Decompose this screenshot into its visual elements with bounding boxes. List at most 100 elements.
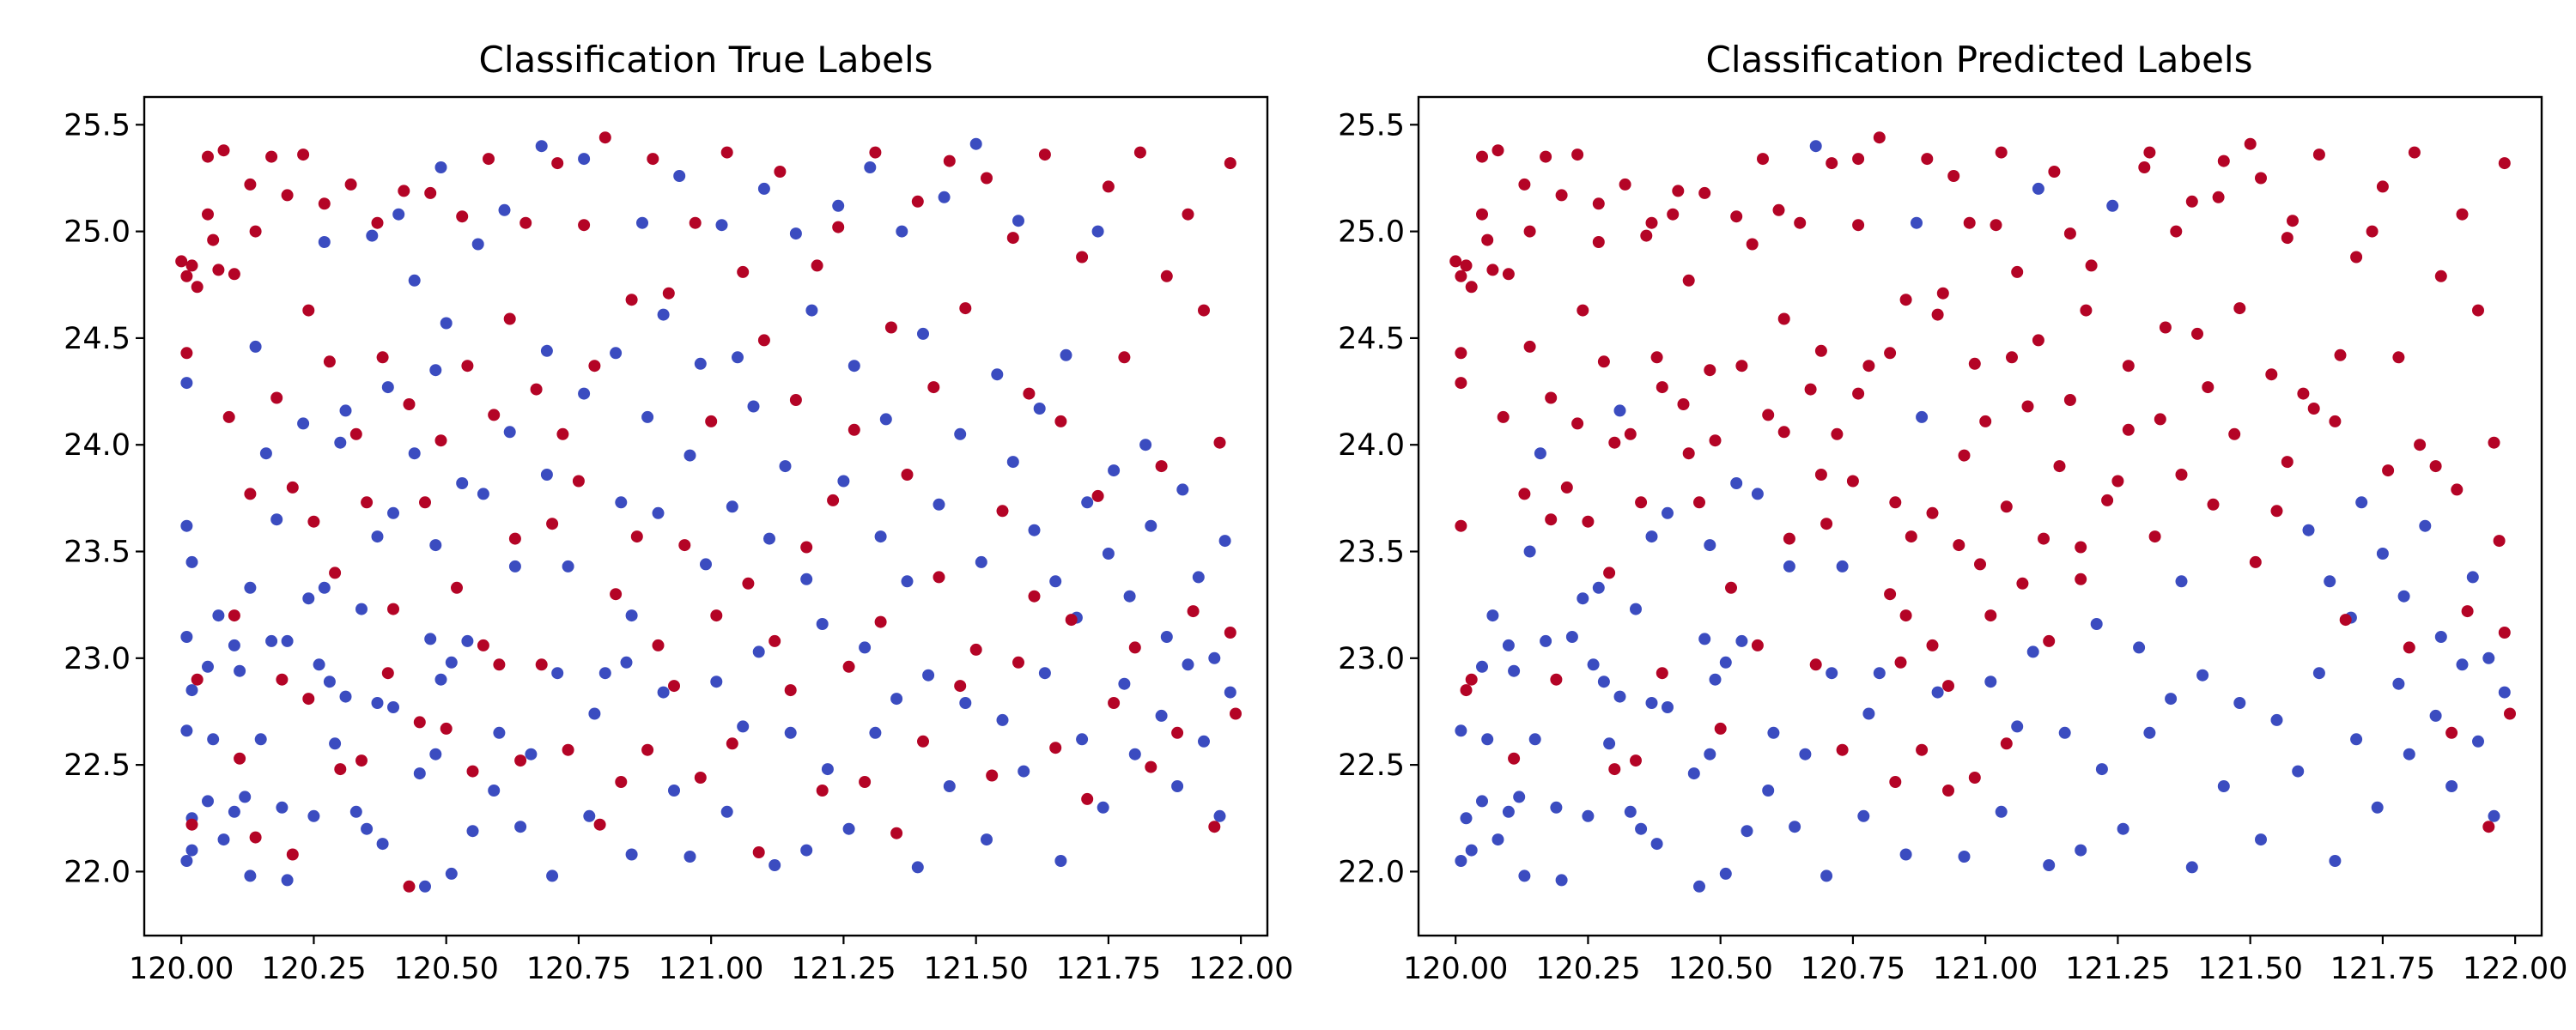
data-point-class-0 [779,460,792,473]
data-point-class-0 [2397,590,2410,603]
data-point-class-1 [451,581,463,594]
data-point-class-1 [2429,460,2442,473]
data-point-class-1 [1804,383,1817,396]
data-point-class-0 [244,581,257,594]
data-point-class-1 [1884,347,1897,360]
data-point-class-1 [249,831,262,844]
data-point-class-1 [2270,505,2283,518]
data-point-class-0 [371,530,384,543]
data-point-class-0 [938,191,951,203]
data-point-class-0 [1873,667,1886,680]
data-point-class-1 [1794,216,1807,229]
data-point-class-1 [1038,148,1051,161]
data-point-class-0 [276,801,289,814]
data-point-class-1 [381,667,394,680]
data-point-class-0 [625,848,638,861]
data-point-class-1 [2032,334,2044,347]
data-point-class-0 [2117,822,2129,835]
data-point-class-1 [1603,566,1616,579]
data-point-class-1 [789,394,802,406]
data-point-class-0 [2419,519,2432,532]
x-tick-label: 120.50 [1668,952,1772,986]
data-point-class-1 [1465,281,1478,294]
data-point-class-1 [769,634,781,647]
y-tick-label: 23.0 [64,642,131,676]
data-point-class-1 [2307,403,2320,415]
data-point-class-0 [922,669,935,682]
data-point-class-0 [217,833,230,846]
data-point-class-0 [784,726,797,739]
data-point-class-1 [578,219,591,232]
data-point-class-1 [413,716,426,729]
data-point-class-0 [498,203,511,216]
plot-area [1417,95,2543,937]
data-point-class-0 [657,686,670,699]
data-point-class-0 [1145,519,1157,532]
data-point-class-1 [1054,415,1067,427]
data-point-class-0 [578,387,591,400]
data-point-class-1 [1460,684,1473,697]
data-point-class-0 [1958,851,1971,863]
data-point-class-1 [2154,413,2166,426]
data-point-class-0 [1224,686,1236,699]
data-point-class-0 [1160,631,1173,643]
x-tick-label: 120.00 [129,952,234,986]
data-point-class-1 [890,827,903,839]
data-point-class-0 [625,609,638,622]
data-point-class-0 [588,707,601,720]
data-point-class-1 [562,743,574,756]
data-point-class-0 [1687,767,1700,780]
data-point-class-1 [1905,530,1917,543]
data-point-class-1 [1455,270,1467,282]
data-point-class-1 [2504,707,2516,720]
data-point-class-0 [1476,660,1488,673]
data-point-class-0 [1218,535,1231,548]
data-point-class-1 [2498,627,2511,639]
data-point-class-1 [2063,227,2076,240]
data-point-class-1 [2111,475,2124,488]
data-point-class-1 [1656,381,1668,394]
data-point-class-1 [1714,722,1727,735]
data-point-class-0 [2095,763,2108,776]
data-point-class-0 [848,360,860,373]
data-point-class-1 [668,680,680,693]
data-point-class-1 [1012,656,1024,669]
data-point-class-1 [1550,673,1563,686]
data-point-class-0 [2329,855,2342,867]
data-point-class-0 [673,170,686,182]
data-point-class-1 [297,148,310,161]
data-point-class-0 [2488,809,2500,822]
data-point-class-0 [1630,603,1642,615]
data-point-class-1 [1873,131,1886,144]
data-point-class-0 [2371,801,2384,814]
data-point-class-0 [1528,733,1541,746]
data-point-class-1 [1449,255,1462,268]
data-point-class-1 [2472,304,2484,317]
data-point-class-0 [1597,676,1610,688]
data-point-class-1 [403,398,416,410]
data-point-class-0 [1213,809,1226,822]
data-point-class-1 [1049,742,1062,754]
data-point-class-0 [1645,697,1658,709]
data-point-class-1 [1656,667,1668,680]
x-tick-label: 121.50 [923,952,1028,986]
data-point-class-0 [683,851,696,863]
data-point-class-1 [244,178,257,191]
data-point-class-1 [2212,191,2225,203]
data-point-class-1 [2265,368,2278,381]
data-point-class-1 [207,233,220,246]
data-point-class-0 [747,400,760,413]
data-point-class-1 [2043,634,2056,647]
data-point-class-0 [392,208,405,221]
data-point-class-1 [2445,726,2458,739]
data-point-class-1 [1118,351,1131,364]
data-point-class-0 [969,137,982,150]
data-point-class-1 [286,848,299,861]
data-point-class-0 [408,447,421,460]
x-tick-label: 121.25 [2065,952,2170,986]
data-point-class-1 [2075,573,2087,585]
data-point-class-0 [1486,609,1499,622]
subplot-true-labels: Classification True Labels 120.00 120.25 1… [64,39,1293,986]
data-point-class-1 [1899,294,1912,306]
data-point-class-0 [270,513,283,526]
